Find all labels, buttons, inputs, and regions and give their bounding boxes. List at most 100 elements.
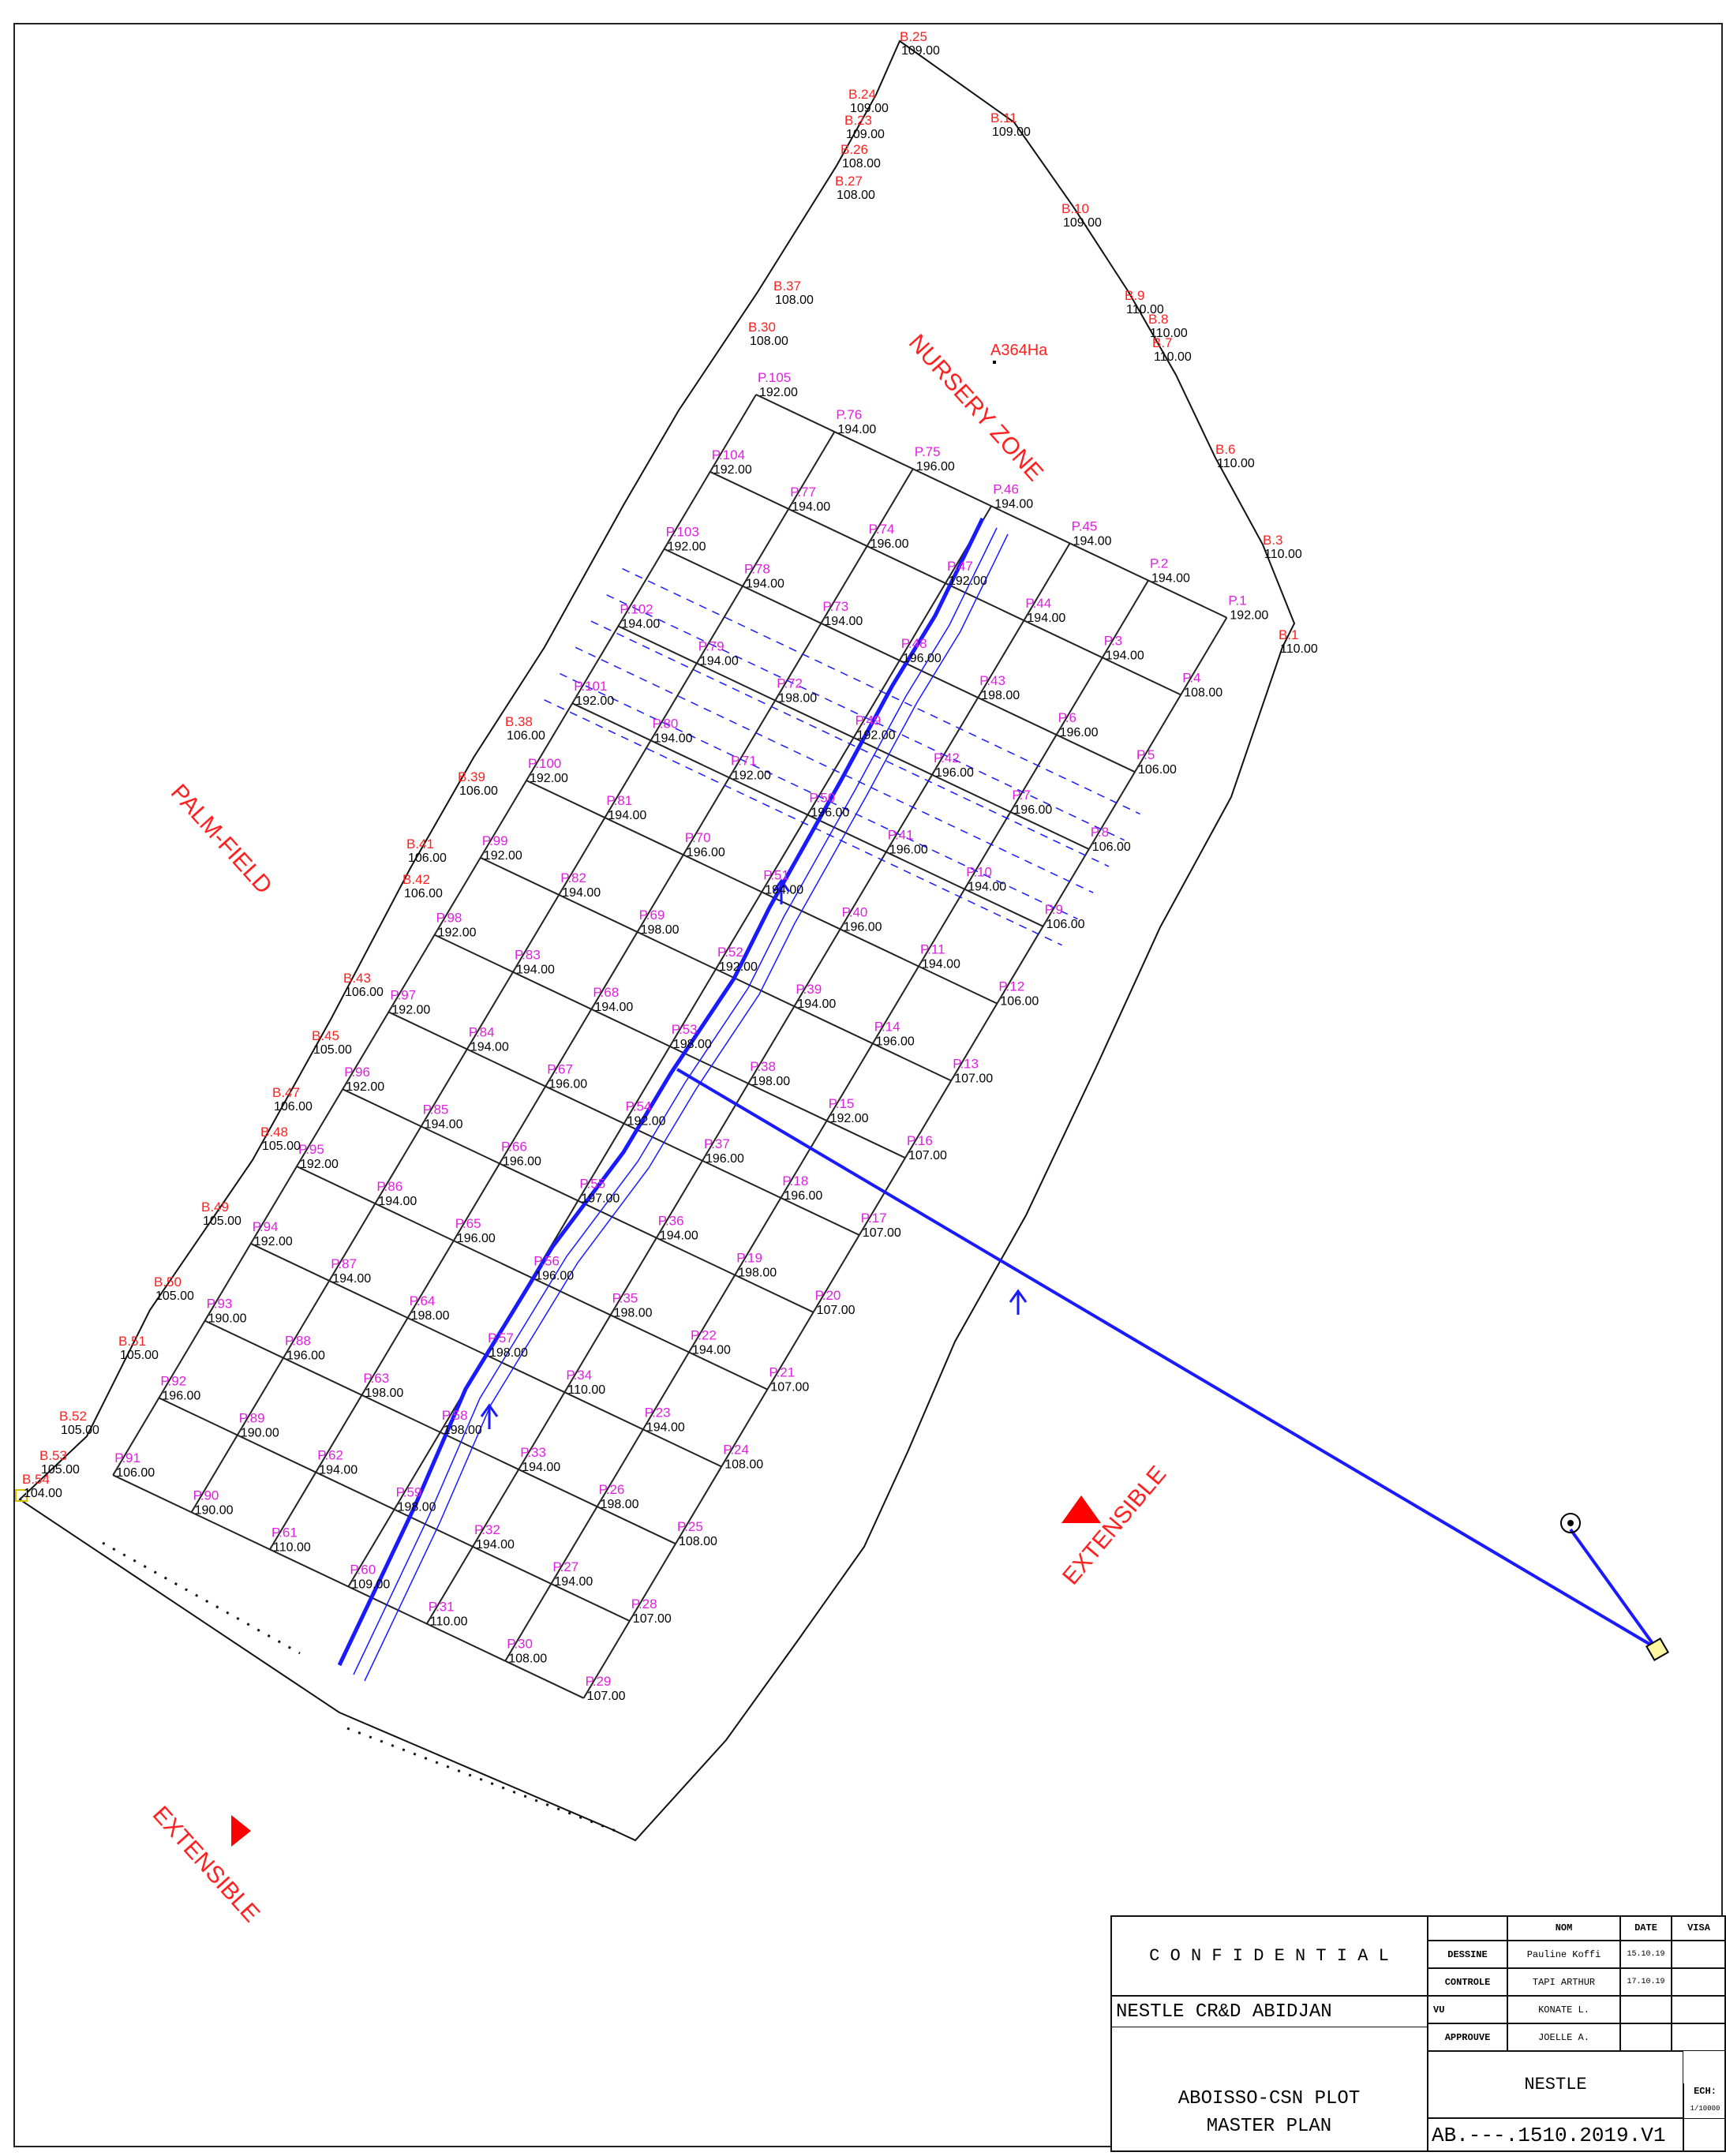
grid-point-elevation: 192.00: [668, 541, 706, 554]
grid-point-elevation: 196.00: [844, 920, 882, 934]
grid-point-elevation: 196.00: [706, 1152, 744, 1166]
grid-point-id: P.15: [829, 1096, 855, 1111]
boundary-point-elevation: 108.00: [750, 335, 788, 348]
grid-point-id: P.19: [736, 1251, 762, 1266]
confidential-stamp: C O N F I D E N T I A L: [1110, 1915, 1428, 1996]
extensible-right-arrow: [1061, 1495, 1101, 1523]
grid-point-id: P.101: [574, 679, 607, 694]
boundary-point-elevation: 106.00: [459, 784, 498, 798]
grid-point-id: P.72: [777, 676, 803, 691]
grid-point-id: P.33: [520, 1445, 546, 1460]
grid-point-elevation: 194.00: [746, 578, 784, 591]
grid-point-elevation: 110.00: [430, 1615, 468, 1629]
grid-point-elevation: 196.00: [903, 652, 942, 665]
grid-point-elevation: 107.00: [817, 1304, 856, 1317]
secondary-pipe: [364, 533, 1009, 1682]
grid-point-id: P.28: [631, 1596, 657, 1611]
grid-point-elevation: 196.00: [1013, 803, 1052, 817]
grid-point-elevation: 106.00: [1138, 763, 1177, 777]
boundary-point-id: B.39: [458, 769, 485, 784]
grid-point-id: P.10: [966, 865, 992, 880]
grid-point-elevation: 110.00: [273, 1540, 311, 1554]
grid-point-id: P.30: [507, 1637, 533, 1652]
boundary-point-elevation: 106.00: [408, 852, 447, 865]
boundary-point-elevation: 110.00: [1150, 327, 1188, 340]
header-blank: [1428, 1915, 1507, 1941]
row-dessine-visa: [1672, 1941, 1726, 1968]
grid-point-elevation: 106.00: [1046, 918, 1085, 931]
grid-point-id: P.76: [836, 407, 862, 422]
boundary-point-elevation: 106.00: [507, 729, 545, 743]
grid-point-elevation: 196.00: [286, 1349, 325, 1363]
grid-point-elevation: 198.00: [398, 1501, 436, 1514]
boundary-point-elevation: 110.00: [1217, 457, 1255, 470]
boundary-point-elevation: 110.00: [1280, 642, 1318, 656]
grid-point-id: P.36: [658, 1214, 684, 1229]
boundary-point-id: B.41: [406, 837, 434, 852]
boundary-point-id: B.54: [22, 1472, 50, 1487]
grid-point-elevation: 198.00: [673, 1038, 712, 1051]
grid-line-column: [425, 542, 1071, 1625]
grid-point-elevation: 108.00: [1184, 686, 1222, 699]
grid-point-elevation: 107.00: [770, 1381, 809, 1394]
valve-symbol: [772, 878, 791, 904]
grid-point-id: P.14: [874, 1019, 900, 1034]
grid-point-id: P.104: [712, 447, 745, 462]
grid-point-id: P.1: [1228, 593, 1246, 608]
boundary-point-elevation: 109.00: [901, 44, 940, 58]
grid-point-elevation: 190.00: [241, 1427, 279, 1440]
grid-point-id: P.88: [285, 1334, 311, 1349]
grid-point-elevation: 194.00: [1073, 534, 1112, 548]
grid-point-elevation: 194.00: [425, 1117, 463, 1131]
grid-point-id: P.43: [979, 673, 1005, 688]
grid-point-id: P.75: [915, 444, 941, 459]
grid-point-elevation: 109.00: [351, 1578, 390, 1592]
grid-point-id: P.71: [731, 753, 757, 768]
boundary-point-id: B.1: [1279, 627, 1299, 642]
grid-point-elevation: 194.00: [765, 883, 803, 896]
grid-point-elevation: 194.00: [516, 964, 555, 977]
boundary-point-id: B.47: [272, 1085, 300, 1100]
plot-title-line-1: ABOISSO-CSN PLOT: [1110, 2027, 1428, 2114]
extensible-right-label: EXTENSIBLE: [1058, 1462, 1171, 1590]
boundary-point-elevation: 105.00: [262, 1140, 301, 1153]
secondary-pipe: [353, 527, 998, 1675]
header-visa: VISA: [1672, 1915, 1726, 1941]
grid-point-id: P.85: [423, 1102, 449, 1117]
grid-point-id: P.87: [331, 1256, 357, 1271]
grid-point-id: P.4: [1182, 670, 1200, 685]
grid-point-id: P.86: [376, 1179, 402, 1194]
grid-point-elevation: 107.00: [954, 1072, 993, 1085]
grid-point-id: P.32: [474, 1522, 500, 1537]
grid-point-id: P.3: [1104, 633, 1122, 648]
grid-point-id: P.2: [1150, 556, 1168, 571]
grid-point-elevation: 108.00: [724, 1458, 763, 1471]
well-symbol-center: [1567, 1520, 1574, 1526]
grid-point-elevation: 192.00: [627, 1115, 666, 1129]
row-controle-date: 17.10.19: [1620, 1968, 1672, 1996]
extensible-left-arrow: [231, 1815, 251, 1847]
valve-symbol: [1009, 1289, 1028, 1315]
main-pipe: [337, 517, 985, 1667]
grid-point-id: P.65: [455, 1216, 481, 1231]
grid-point-elevation: 194.00: [319, 1464, 358, 1477]
grid-point-id: P.47: [947, 559, 973, 574]
grid-point-elevation: 192.00: [300, 1158, 339, 1171]
boundary-point-elevation: 109.00: [846, 128, 885, 141]
row-controle-name: TAPI ARTHUR: [1507, 1968, 1620, 1996]
irrigation-hatch-line: [575, 646, 1094, 893]
grid-point-elevation: 106.00: [116, 1466, 155, 1480]
grid-point-elevation: 196.00: [687, 846, 725, 859]
boundary-point-id: B.48: [260, 1125, 288, 1140]
grid-point-id: P.24: [723, 1442, 749, 1457]
grid-line-column: [190, 431, 836, 1513]
grid-point-elevation: 192.00: [254, 1235, 293, 1248]
grid-point-elevation: 198.00: [444, 1424, 482, 1437]
grid-point-elevation: 196.00: [784, 1189, 822, 1203]
grid-point-elevation: 194.00: [692, 1344, 731, 1357]
grid-point-elevation: 108.00: [508, 1653, 547, 1666]
grid-point-elevation: 198.00: [411, 1309, 450, 1323]
grid-point-elevation: 190.00: [195, 1503, 234, 1517]
grid-point-id: P.78: [744, 562, 770, 577]
